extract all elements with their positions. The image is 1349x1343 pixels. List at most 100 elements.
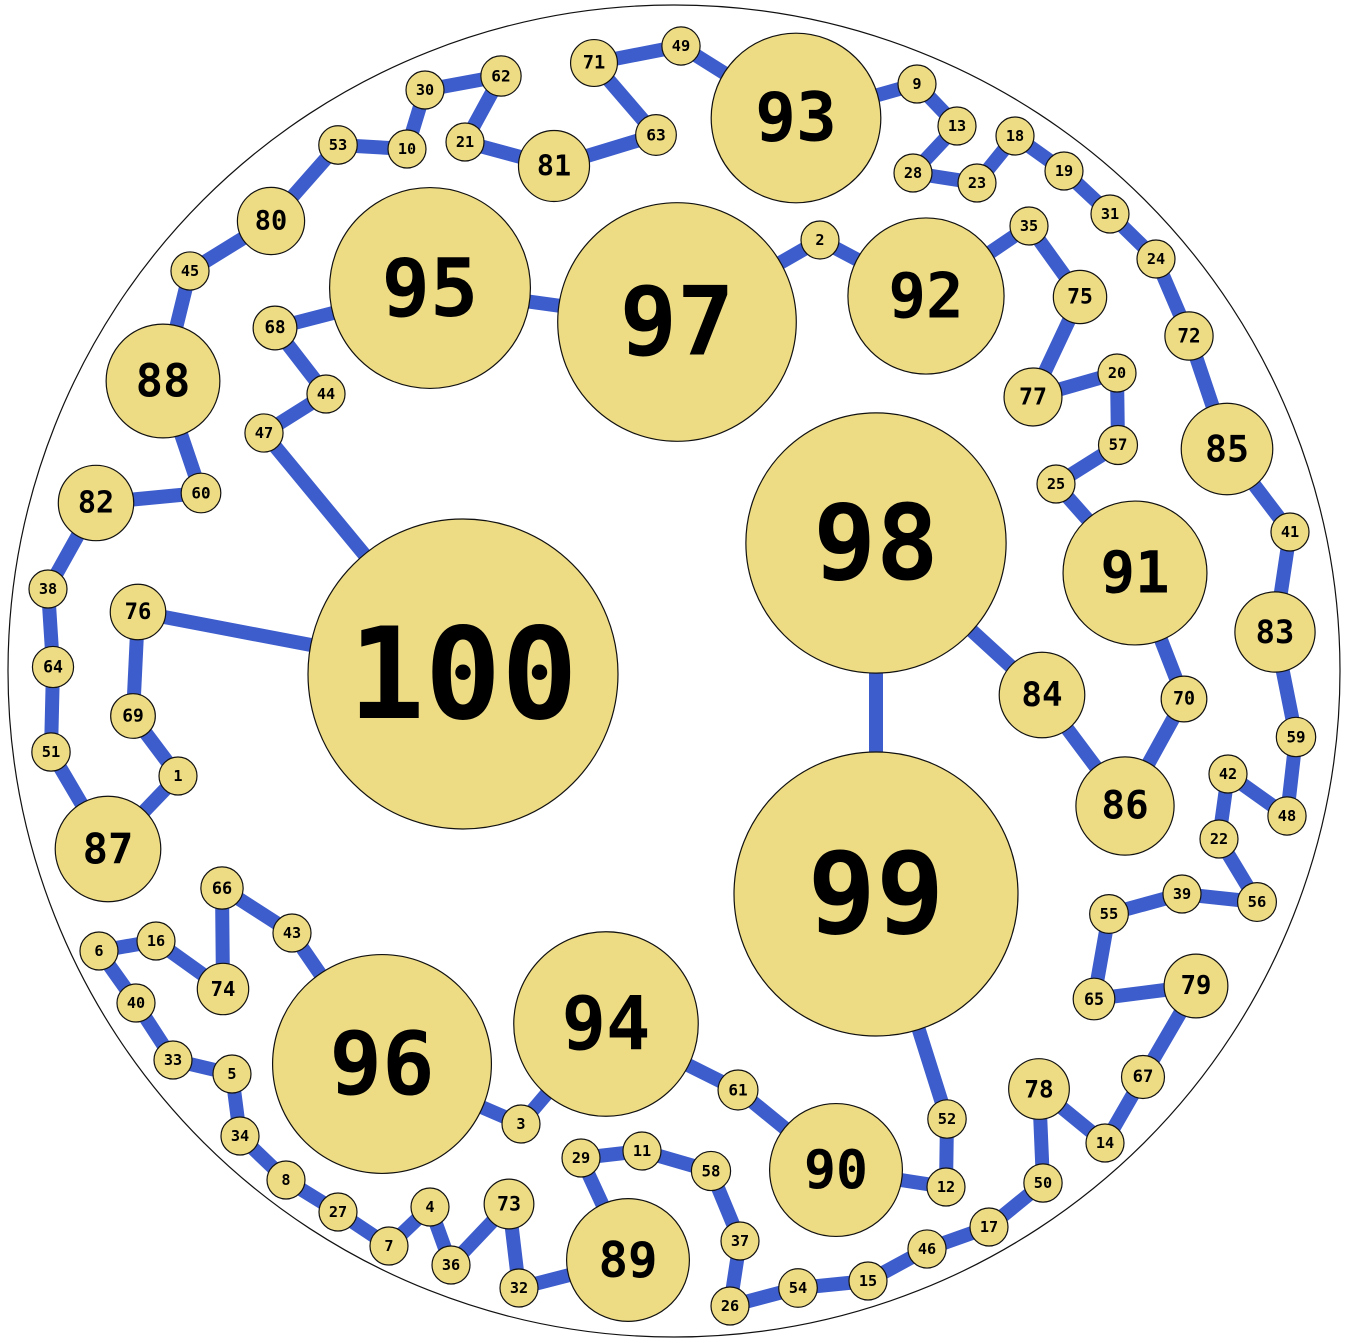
node-26: 26 — [710, 1286, 750, 1326]
node-label: 95 — [382, 241, 479, 335]
node-label: 16 — [147, 932, 165, 950]
node-circle — [927, 1099, 967, 1139]
node-52: 52 — [927, 1099, 967, 1139]
node-label: 43 — [283, 924, 301, 942]
node-label: 25 — [1047, 475, 1065, 493]
node-16: 16 — [136, 921, 176, 961]
node-label: 9 — [912, 75, 921, 93]
node-label: 48 — [1278, 807, 1296, 825]
node-87: 87 — [54, 795, 162, 903]
node-62: 62 — [480, 55, 522, 97]
node-67: 67 — [1120, 1054, 1166, 1100]
node-circle — [569, 38, 619, 88]
node-circle — [1090, 194, 1130, 234]
node-86: 86 — [1075, 756, 1175, 856]
node-92: 92 — [847, 217, 1005, 375]
node-69: 69 — [110, 693, 156, 739]
node-circle — [998, 651, 1086, 739]
node-38: 38 — [28, 569, 68, 609]
node-label: 57 — [1109, 436, 1128, 454]
node-34: 34 — [220, 1116, 260, 1156]
node-circle — [1003, 367, 1063, 427]
node-circle — [969, 1207, 1009, 1247]
node-label: 20 — [1108, 364, 1126, 382]
node-label: 49 — [672, 37, 690, 55]
node-label: 22 — [1210, 830, 1228, 848]
node-circle — [57, 464, 135, 542]
node-24: 24 — [1136, 239, 1176, 279]
node-circle — [800, 220, 840, 260]
node-32: 32 — [499, 1268, 539, 1308]
node-label: 83 — [1256, 613, 1295, 651]
node-circle — [690, 1150, 732, 1192]
node-label: 68 — [264, 318, 285, 338]
node-33: 33 — [153, 1040, 193, 1080]
node-circle — [1160, 675, 1208, 723]
node-circle — [1163, 953, 1229, 1019]
node-75: 75 — [1052, 269, 1108, 325]
node-circle — [266, 1160, 306, 1200]
node-circle — [710, 32, 882, 204]
node-56: 56 — [1236, 881, 1278, 923]
node-circle — [318, 1192, 358, 1232]
node-label: 71 — [583, 53, 606, 74]
node-45: 45 — [170, 251, 210, 291]
node-circle — [847, 217, 1005, 375]
node-8: 8 — [266, 1160, 306, 1200]
node-circle — [318, 125, 358, 165]
node-label: 5 — [227, 1065, 236, 1083]
node-circle — [957, 163, 997, 203]
node-14: 14 — [1085, 1123, 1125, 1163]
node-label: 42 — [1219, 765, 1237, 783]
node-57: 57 — [1097, 424, 1139, 466]
node-84: 84 — [998, 651, 1086, 739]
node-label: 97 — [620, 267, 735, 378]
node-label: 96 — [329, 1013, 434, 1115]
node-93: 93 — [710, 32, 882, 204]
node-1: 1 — [158, 756, 198, 796]
node-label: 84 — [1021, 675, 1062, 715]
node-circle — [31, 732, 71, 772]
node-circle — [244, 413, 284, 453]
node-circle — [1023, 1163, 1063, 1203]
node-41: 41 — [1270, 512, 1310, 552]
node-label: 52 — [938, 1110, 957, 1128]
node-42: 42 — [1208, 754, 1248, 794]
node-label: 13 — [948, 117, 966, 135]
node-label: 1 — [173, 767, 182, 785]
node-label: 44 — [317, 385, 335, 403]
node-circle — [1208, 754, 1248, 794]
node-29: 29 — [561, 1138, 601, 1178]
node-98: 98 — [745, 412, 1007, 674]
node-55: 55 — [1089, 894, 1129, 934]
node-label: 28 — [904, 164, 922, 182]
node-label: 17 — [980, 1218, 998, 1236]
node-label: 45 — [181, 262, 199, 280]
node-circle — [480, 55, 522, 97]
node-80: 80 — [236, 186, 306, 256]
node-label: 67 — [1133, 1067, 1154, 1087]
node-circle — [499, 1268, 539, 1308]
node-label: 65 — [1084, 989, 1104, 1009]
node-label: 91 — [1100, 540, 1169, 607]
node-11: 11 — [622, 1131, 662, 1171]
node-circle — [926, 1167, 966, 1207]
node-circle — [1097, 353, 1137, 393]
node-label: 94 — [562, 981, 651, 1067]
node-4: 4 — [410, 1187, 450, 1227]
node-label: 76 — [125, 599, 152, 625]
node-circle — [1136, 239, 1176, 279]
node-circle — [387, 129, 427, 169]
node-94: 94 — [513, 931, 699, 1117]
node-label: 61 — [728, 1081, 747, 1100]
node-circle — [1180, 402, 1274, 496]
node-50: 50 — [1023, 1163, 1063, 1203]
node-label: 50 — [1034, 1174, 1052, 1192]
node-circle — [501, 1104, 541, 1144]
node-circle — [79, 931, 119, 971]
node-circle — [1009, 206, 1049, 246]
node-circle — [778, 1268, 818, 1308]
node-label: 53 — [329, 136, 348, 154]
node-label: 39 — [1173, 885, 1191, 903]
